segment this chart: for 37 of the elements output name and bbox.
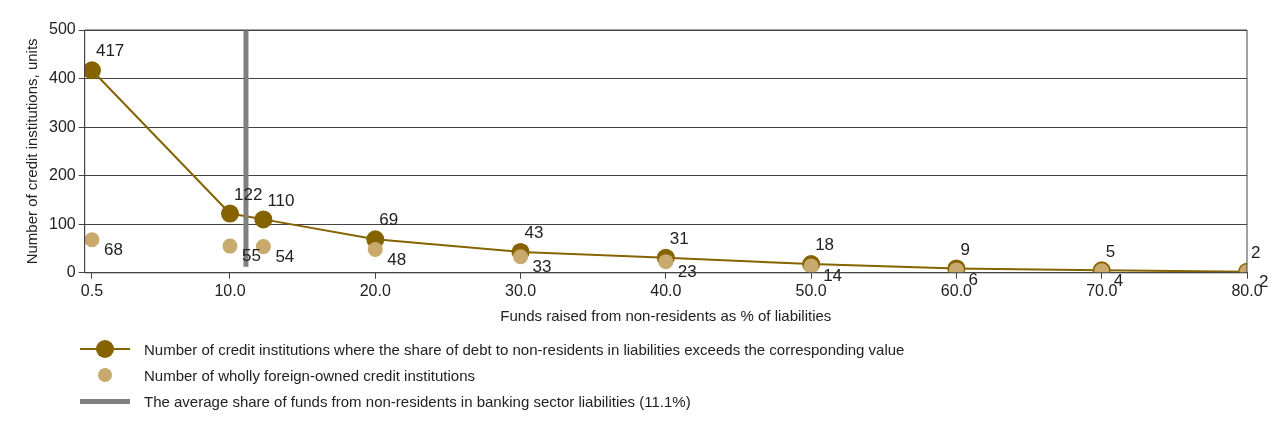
y-tick-label: 400 bbox=[48, 68, 76, 86]
y-tick-label: 300 bbox=[48, 117, 76, 135]
x-axis-title: Funds raised from non-residents as % of liabilities bbox=[500, 307, 832, 325]
point bbox=[513, 249, 529, 265]
x-tick-label: 10.0 bbox=[214, 281, 246, 299]
x-tick-label: 50.0 bbox=[795, 281, 827, 299]
data-label: 54 bbox=[275, 246, 295, 266]
data-label: 5 bbox=[1105, 241, 1116, 261]
data-label: 31 bbox=[669, 228, 689, 248]
legend-label: Number of credit institutions where the share of debt to non-residents in liabilities exceeds the corresponding value bbox=[144, 340, 905, 358]
point bbox=[220, 204, 239, 223]
data-label: 417 bbox=[95, 41, 125, 61]
legend-label: The average share of funds from non-residents in banking sector liabilities (11.1%) bbox=[144, 392, 691, 410]
legend-label: Number of wholly foreign-owned credit institutions bbox=[144, 366, 475, 384]
data-label: 33 bbox=[532, 256, 552, 276]
data-label: 2 bbox=[1251, 243, 1261, 263]
point bbox=[367, 241, 383, 257]
data-label: 68 bbox=[103, 239, 123, 259]
y-tick-label: 200 bbox=[48, 166, 76, 184]
x-tick-label: 20.0 bbox=[359, 281, 391, 299]
point bbox=[84, 61, 101, 80]
y-tick-label: 0 bbox=[66, 263, 76, 281]
point bbox=[222, 238, 238, 254]
y-tick-label: 500 bbox=[48, 20, 76, 38]
point bbox=[84, 232, 100, 248]
point bbox=[254, 210, 273, 229]
data-label: 18 bbox=[815, 235, 835, 255]
x-tick-label: 40.0 bbox=[650, 281, 682, 299]
x-tick-label: 0.5 bbox=[80, 281, 104, 299]
data-label: 9 bbox=[960, 239, 970, 259]
data-label: 43 bbox=[524, 223, 544, 243]
data-label: 48 bbox=[387, 249, 407, 269]
y-axis-title: Number of credit institutions, units bbox=[23, 38, 41, 265]
x-tick-label: 30.0 bbox=[504, 281, 537, 299]
point bbox=[658, 254, 674, 270]
y-tick-label: 100 bbox=[48, 214, 76, 232]
data-label: 110 bbox=[267, 190, 295, 210]
